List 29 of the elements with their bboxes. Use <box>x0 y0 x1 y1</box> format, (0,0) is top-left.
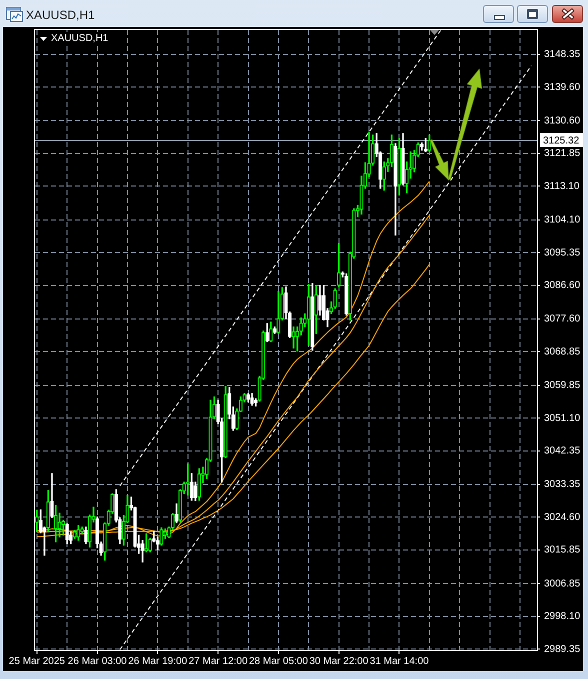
y-tick-label: 3024.60 <box>544 512 581 523</box>
x-tick-label: 26 Mar 03:00 <box>68 656 128 667</box>
y-tick-label: 3033.35 <box>544 479 581 490</box>
y-tick-label: 3130.60 <box>544 115 581 126</box>
y-tick-label: 2998.10 <box>544 611 581 622</box>
x-tick-label: 28 Mar 05:00 <box>248 656 308 667</box>
x-tick-label: 31 Mar 14:00 <box>370 656 430 667</box>
y-tick-label: 3068.85 <box>544 346 581 358</box>
y-tick-label: 3042.35 <box>544 446 581 457</box>
x-tick-label: 25 Mar 2025 <box>8 656 66 667</box>
y-tick-label: 3006.85 <box>544 578 581 590</box>
chart-title: XAUUSD,H1 <box>26 7 95 24</box>
y-tick-label: 2989.35 <box>544 644 581 655</box>
chart-subtitle: XAUUSD,H1 <box>49 32 110 45</box>
y-tick-label: 3095.35 <box>544 247 581 258</box>
y-tick-label: 3059.85 <box>544 380 581 392</box>
y-tick-label: 3121.85 <box>544 148 581 160</box>
y-tick-label: 3015.85 <box>544 544 581 556</box>
y-tick-label: 3148.35 <box>544 49 581 60</box>
x-tick-label: 26 Mar 19:00 <box>128 656 188 667</box>
y-tick-label: 3139.60 <box>544 82 581 93</box>
ref-line-label: 3125.32 <box>543 135 580 146</box>
x-tick-label: 27 Mar 12:00 <box>188 656 248 667</box>
y-tick-label: 3113.10 <box>544 180 580 192</box>
y-tick-label: 3104.10 <box>544 214 581 226</box>
y-tick-label: 3086.60 <box>544 280 581 292</box>
x-tick-label: 30 Mar 22:00 <box>309 656 369 667</box>
y-tick-label: 3051.10 <box>544 412 581 424</box>
y-tick-label: 3077.60 <box>544 314 581 325</box>
